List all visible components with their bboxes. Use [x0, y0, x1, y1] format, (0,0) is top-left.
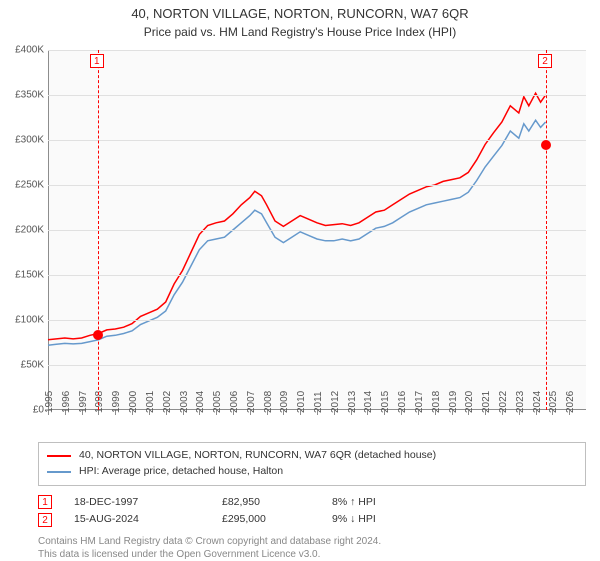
x-tick-label: 2006: [229, 391, 240, 413]
x-tick-label: 2025: [548, 391, 559, 413]
y-tick-label: £350K: [15, 90, 44, 101]
x-tick-label: 2000: [128, 391, 139, 413]
legend: 40, NORTON VILLAGE, NORTON, RUNCORN, WA7…: [38, 442, 586, 486]
gridline: [48, 95, 586, 96]
marker-vline: [98, 50, 99, 410]
price-point-index: 2: [38, 513, 52, 527]
x-tick-label: 2022: [498, 391, 509, 413]
legend-label: 40, NORTON VILLAGE, NORTON, RUNCORN, WA7…: [79, 448, 436, 464]
x-tick-label: 2003: [179, 391, 190, 413]
chart-container: 40, NORTON VILLAGE, NORTON, RUNCORN, WA7…: [0, 0, 600, 560]
y-tick-label: £0: [33, 405, 44, 416]
x-tick-label: 1996: [61, 391, 72, 413]
x-tick-label: 2012: [330, 391, 341, 413]
x-tick-label: 2015: [380, 391, 391, 413]
gridline: [48, 230, 586, 231]
series-line: [48, 120, 546, 345]
y-tick-label: £150K: [15, 270, 44, 281]
x-tick-label: 1999: [111, 391, 122, 413]
marker-label-box: 2: [538, 54, 552, 68]
price-point-row: 1 18-DEC-1997£82,9508% ↑ HPI: [38, 494, 586, 512]
price-point-pct: 8% ↑ HPI: [332, 494, 376, 512]
legend-item: HPI: Average price, detached house, Halt…: [47, 464, 577, 480]
chart-footer-panel: 40, NORTON VILLAGE, NORTON, RUNCORN, WA7…: [38, 442, 586, 561]
gridline: [48, 50, 586, 51]
price-point-price: £295,000: [222, 511, 332, 529]
y-tick-label: £200K: [15, 225, 44, 236]
y-tick-label: £100K: [15, 315, 44, 326]
x-tick-label: 2010: [296, 391, 307, 413]
legend-swatch: [47, 471, 71, 473]
chart-subtitle: Price paid vs. HM Land Registry's House …: [0, 23, 600, 39]
x-tick-label: 2018: [431, 391, 442, 413]
marker-dot: [93, 330, 103, 340]
legend-label: HPI: Average price, detached house, Halt…: [79, 464, 283, 480]
x-tick-label: 2024: [532, 391, 543, 413]
x-tick-label: 1997: [78, 391, 89, 413]
x-tick-label: 2008: [263, 391, 274, 413]
x-tick-label: 1998: [94, 391, 105, 413]
x-tick-label: 2026: [565, 391, 576, 413]
x-tick-label: 2005: [212, 391, 223, 413]
x-tick-label: 2007: [246, 391, 257, 413]
x-tick-label: 2023: [515, 391, 526, 413]
x-tick-label: 2020: [464, 391, 475, 413]
price-point-price: £82,950: [222, 494, 332, 512]
footer-line-2: This data is licensed under the Open Gov…: [38, 548, 586, 561]
x-tick-label: 2017: [414, 391, 425, 413]
gridline: [48, 140, 586, 141]
gridline: [48, 275, 586, 276]
price-points-table: 1 18-DEC-1997£82,9508% ↑ HPI 2 15-AUG-2024£…: [38, 494, 586, 530]
legend-item: 40, NORTON VILLAGE, NORTON, RUNCORN, WA7…: [47, 448, 577, 464]
chart-title: 40, NORTON VILLAGE, NORTON, RUNCORN, WA7…: [0, 0, 600, 23]
x-tick-label: 2011: [313, 391, 324, 413]
price-point-date: 15-AUG-2024: [74, 511, 222, 529]
y-tick-label: £300K: [15, 135, 44, 146]
plot-background: £0£50K£100K£150K£200K£250K£300K£350K£400…: [48, 50, 586, 410]
gridline: [48, 365, 586, 366]
x-tick-label: 2016: [397, 391, 408, 413]
x-tick-label: 2021: [481, 391, 492, 413]
x-tick-label: 2019: [448, 391, 459, 413]
y-tick-label: £400K: [15, 45, 44, 56]
copyright-footer: Contains HM Land Registry data © Crown c…: [38, 535, 586, 561]
marker-vline: [546, 50, 547, 410]
gridline: [48, 320, 586, 321]
x-tick-label: 2001: [145, 391, 156, 413]
x-tick-label: 2013: [347, 391, 358, 413]
x-tick-label: 2014: [363, 391, 374, 413]
series-line: [48, 93, 546, 340]
x-tick-label: 1995: [44, 391, 55, 413]
price-point-date: 18-DEC-1997: [74, 494, 222, 512]
marker-label-box: 1: [90, 54, 104, 68]
marker-dot: [541, 140, 551, 150]
plot-area: £0£50K£100K£150K£200K£250K£300K£350K£400…: [48, 50, 586, 410]
gridline: [48, 185, 586, 186]
price-point-row: 2 15-AUG-2024£295,0009% ↓ HPI: [38, 511, 586, 529]
y-tick-label: £250K: [15, 180, 44, 191]
x-tick-label: 2004: [195, 391, 206, 413]
price-point-pct: 9% ↓ HPI: [332, 511, 376, 529]
y-tick-label: £50K: [21, 360, 44, 371]
price-point-index: 1: [38, 495, 52, 509]
x-tick-label: 2009: [279, 391, 290, 413]
legend-swatch: [47, 455, 71, 457]
x-tick-label: 2002: [162, 391, 173, 413]
footer-line-1: Contains HM Land Registry data © Crown c…: [38, 535, 586, 548]
